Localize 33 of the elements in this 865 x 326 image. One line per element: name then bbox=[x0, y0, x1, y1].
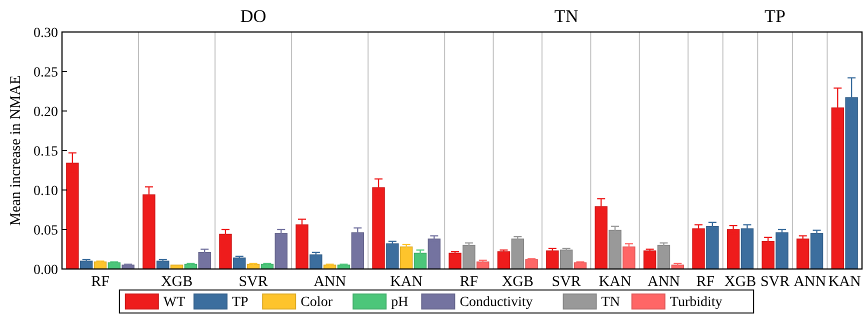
legend-label: TN bbox=[601, 294, 620, 310]
x-tick-label: XGB bbox=[160, 274, 193, 290]
y-tick-label: 0.15 bbox=[34, 144, 58, 160]
y-axis-title: Mean increase in NMAE bbox=[8, 75, 24, 226]
x-tick-label: SVR bbox=[238, 274, 268, 290]
x-tick-label: RF bbox=[91, 274, 110, 290]
x-tick-label: RF bbox=[696, 274, 715, 290]
text: TN bbox=[554, 6, 578, 26]
x-tick-label: ANN bbox=[647, 274, 680, 290]
x-tick-label: ANN bbox=[794, 274, 826, 290]
x-tick-label: XGB bbox=[502, 274, 534, 290]
legend-label: pH bbox=[391, 294, 408, 310]
x-tick-label: KAN bbox=[598, 274, 632, 290]
text: TP bbox=[764, 6, 786, 26]
y-tick-label: 0.05 bbox=[34, 223, 58, 238]
legend-label: Conductivity bbox=[460, 294, 533, 310]
y-tick-label: 0.10 bbox=[34, 184, 58, 199]
x-tick-label: KAN bbox=[828, 274, 862, 290]
x-tick-label: SVR bbox=[760, 274, 790, 290]
x-tick-label: SVR bbox=[552, 274, 581, 290]
x-tick-label: RF bbox=[460, 274, 478, 290]
y-tick-label: 0.25 bbox=[34, 65, 58, 80]
x-tick-label: ANN bbox=[314, 274, 346, 290]
legend-label: Color bbox=[300, 294, 333, 310]
text: DO bbox=[240, 6, 266, 26]
y-tick-label: 0.00 bbox=[34, 262, 58, 278]
x-tick-label: XGB bbox=[724, 274, 756, 290]
y-tick-label: 0.20 bbox=[34, 104, 58, 120]
x-tick-label: KAN bbox=[390, 274, 423, 290]
legend-label: Turbidity bbox=[670, 294, 722, 310]
legend-label: TP bbox=[232, 294, 249, 310]
y-tick-label: 0.30 bbox=[34, 26, 58, 41]
legend-label: WT bbox=[163, 294, 186, 310]
